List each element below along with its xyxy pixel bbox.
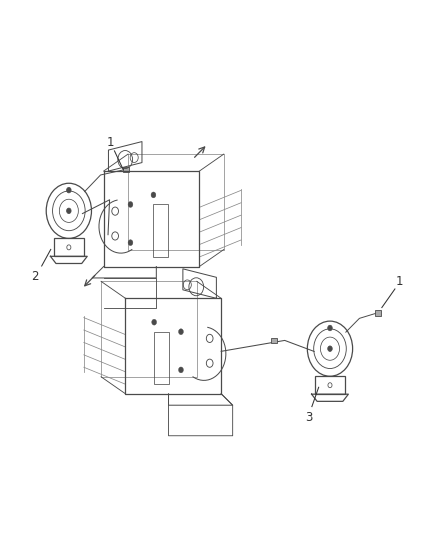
Bar [154, 332, 169, 384]
Text: 3: 3 [305, 411, 312, 424]
Circle shape [67, 188, 71, 193]
Text: 2: 2 [32, 270, 39, 283]
Circle shape [179, 367, 184, 373]
Bar [153, 205, 168, 257]
Circle shape [179, 329, 184, 335]
Circle shape [328, 325, 332, 331]
Text: 1: 1 [396, 274, 403, 287]
Circle shape [328, 346, 332, 351]
Bar [123, 167, 129, 172]
Circle shape [67, 208, 71, 214]
Bar [375, 310, 381, 316]
Circle shape [128, 201, 133, 207]
Bar [271, 338, 277, 343]
Text: 1: 1 [106, 136, 114, 149]
Circle shape [152, 319, 156, 325]
Circle shape [128, 240, 133, 246]
Circle shape [151, 192, 156, 198]
